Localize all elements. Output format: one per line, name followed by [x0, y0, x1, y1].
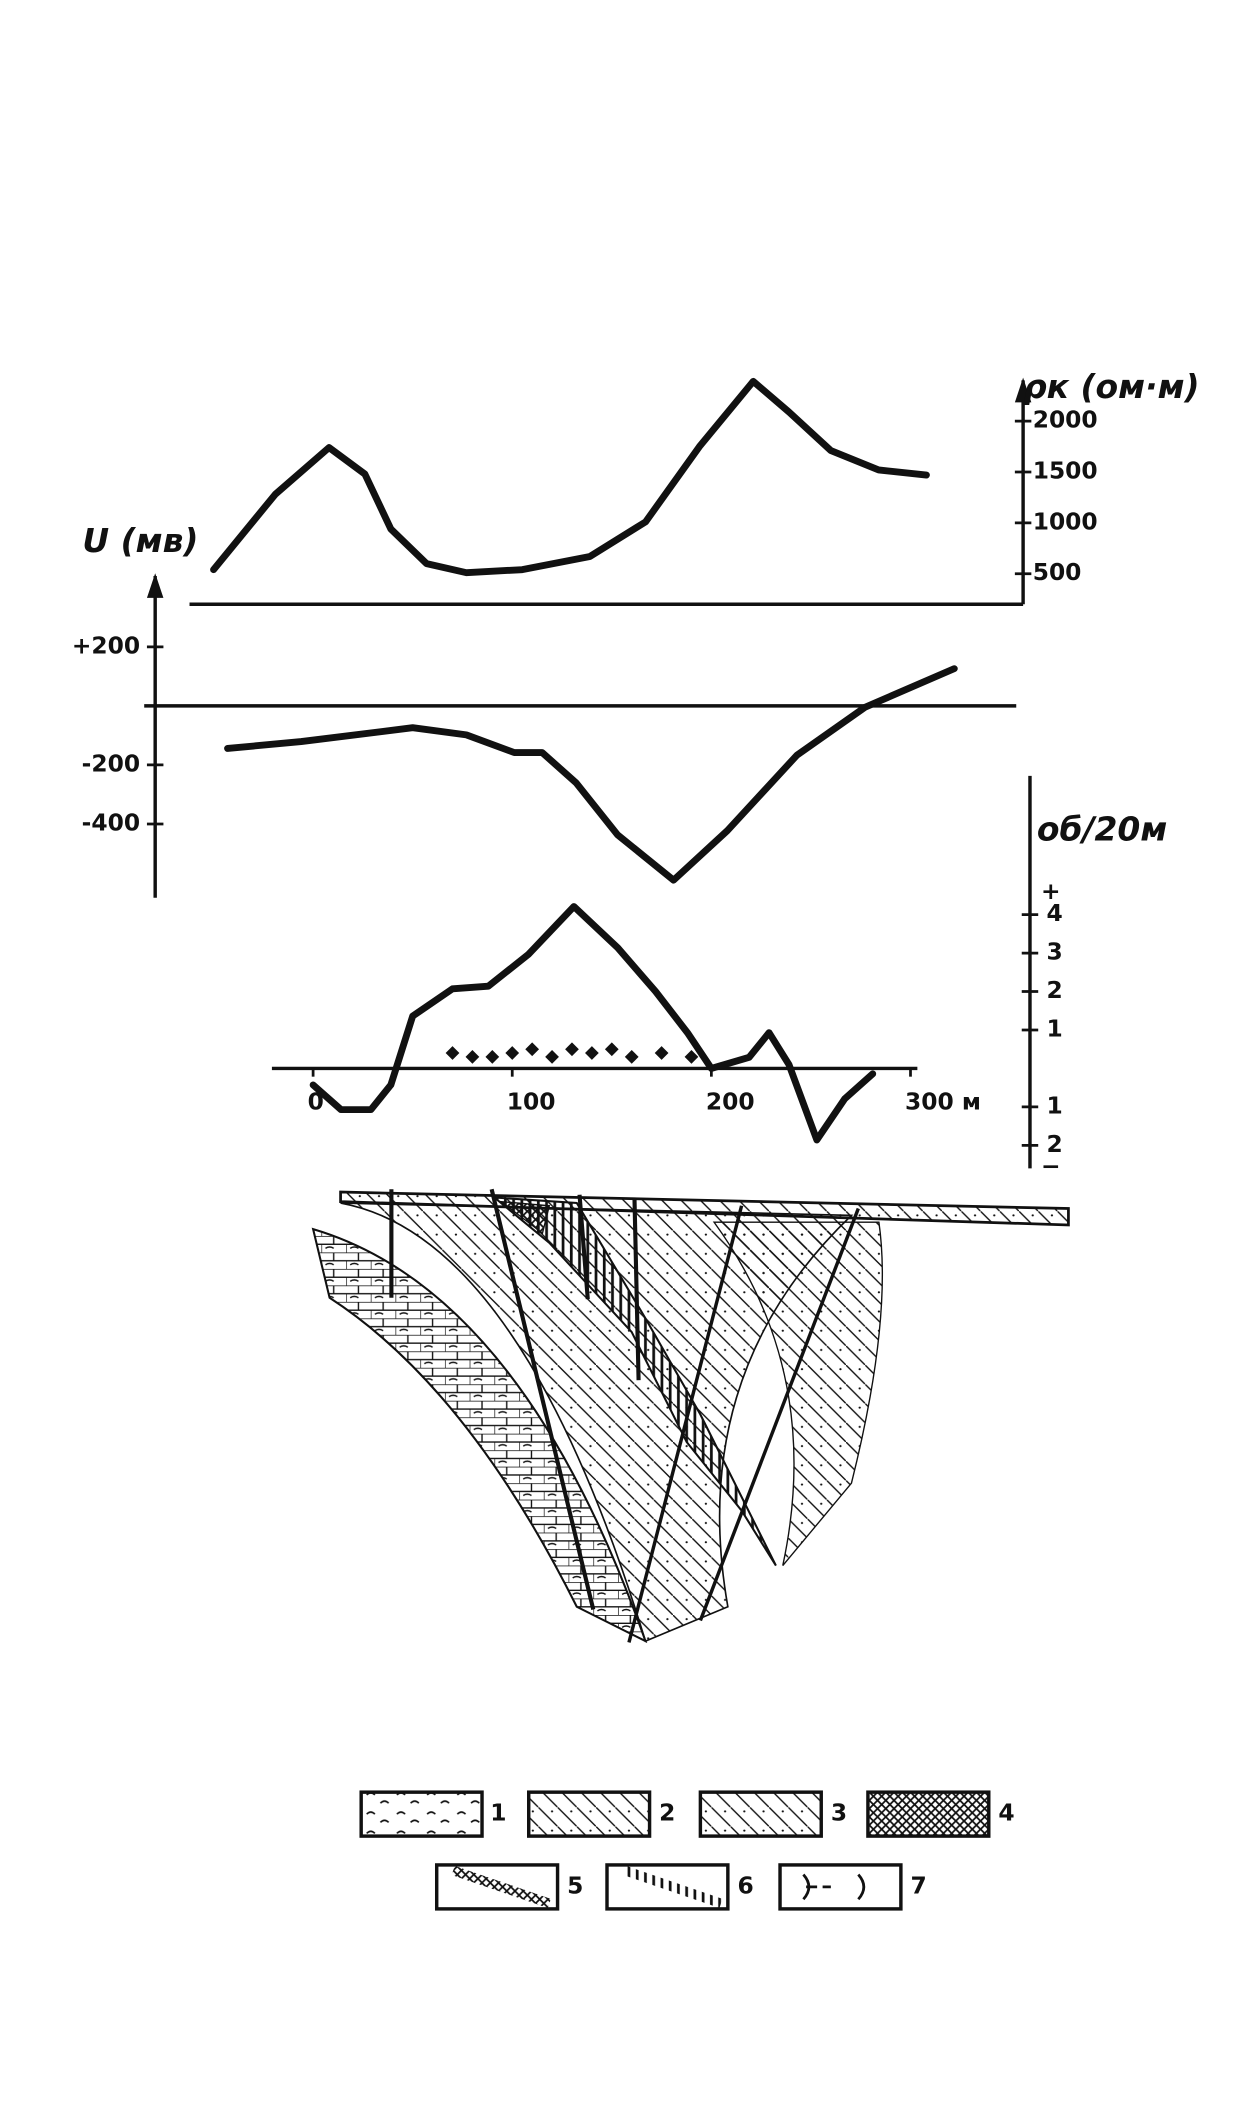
- x-tick-label: 300 м: [905, 1087, 981, 1115]
- data-point: [654, 1046, 669, 1060]
- geologic-section: [311, 1188, 1070, 1644]
- x-tick-label: 200: [706, 1087, 755, 1115]
- data-line: [309, 903, 877, 1144]
- y-axis-title: ρк (ом·м): [1023, 367, 1199, 406]
- plus-sign: +: [1041, 877, 1061, 905]
- data-point: [445, 1046, 460, 1060]
- data-point: [585, 1046, 599, 1060]
- legend-number: 2: [659, 1799, 675, 1827]
- y-tick-label: 4: [1046, 899, 1062, 927]
- legend-number: 7: [910, 1871, 926, 1899]
- legend-number: 4: [998, 1799, 1014, 1827]
- y-axis-title: U (мв): [82, 521, 198, 560]
- data-point: [684, 1050, 699, 1064]
- y-tick-label: 2: [1046, 976, 1062, 1004]
- legend-number: 5: [567, 1871, 583, 1899]
- y-tick-label: 2: [1046, 1130, 1062, 1158]
- y-tick-label: 2000: [1033, 406, 1098, 434]
- data-point: [485, 1050, 500, 1064]
- y-tick-label: 3: [1046, 938, 1062, 966]
- x-tick-label: 100: [507, 1087, 556, 1115]
- axis-arrow: [146, 573, 164, 598]
- data-point: [505, 1046, 520, 1060]
- data-point: [565, 1042, 579, 1057]
- section-legend: [359, 1790, 991, 1911]
- data-point: [604, 1042, 619, 1057]
- minus-sign: −: [1041, 1152, 1061, 1180]
- y-tick-label: 1000: [1033, 507, 1098, 535]
- plot-group: ρк (ом·м) 500 1000 1500 2000 U (мв) +200 -200 -4…: [72, 367, 1200, 1911]
- y-axis-title: об/20м: [1037, 809, 1167, 848]
- y-tick-label: -200: [82, 749, 140, 777]
- data-point: [465, 1050, 480, 1064]
- data-line: [224, 665, 958, 884]
- legend-number: 6: [737, 1871, 753, 1899]
- y-tick-label: 1500: [1033, 456, 1098, 484]
- legend-number: 3: [831, 1799, 847, 1827]
- y-tick-label: 500: [1033, 558, 1082, 586]
- y-tick-label: -400: [82, 808, 140, 836]
- data-point: [545, 1050, 559, 1064]
- data-line: [210, 377, 930, 577]
- data-point: [624, 1050, 639, 1064]
- y-tick-label: 1: [1046, 1014, 1062, 1042]
- data-point: [525, 1042, 540, 1057]
- y-tick-label: 1: [1046, 1091, 1062, 1119]
- axis-arrow: [1014, 377, 1032, 403]
- legend-number: 1: [490, 1799, 506, 1827]
- y-tick-label: +200: [72, 631, 140, 659]
